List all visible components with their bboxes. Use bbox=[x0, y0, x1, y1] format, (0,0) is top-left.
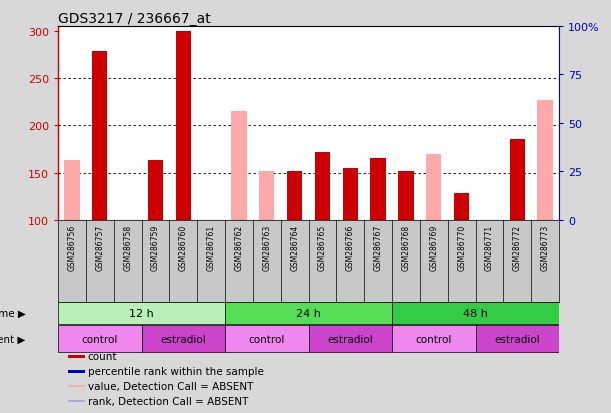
Bar bbox=[225, 302, 392, 324]
Bar bbox=[58, 302, 225, 324]
Text: GSM286765: GSM286765 bbox=[318, 225, 327, 271]
Text: estradiol: estradiol bbox=[161, 334, 206, 344]
Bar bbox=[475, 325, 559, 352]
Text: GSM286759: GSM286759 bbox=[151, 225, 160, 271]
Bar bbox=[92, 52, 108, 221]
Text: rank, Detection Call = ABSENT: rank, Detection Call = ABSENT bbox=[87, 396, 248, 406]
Text: agent ▶: agent ▶ bbox=[0, 334, 26, 344]
Bar bbox=[510, 139, 525, 221]
Bar bbox=[370, 159, 386, 221]
Text: GSM286771: GSM286771 bbox=[485, 225, 494, 271]
Text: count: count bbox=[87, 351, 117, 361]
Text: control: control bbox=[249, 334, 285, 344]
Bar bbox=[343, 169, 358, 221]
Text: GSM286760: GSM286760 bbox=[179, 225, 188, 271]
Text: GSM286764: GSM286764 bbox=[290, 225, 299, 271]
Bar bbox=[64, 161, 79, 221]
Bar bbox=[287, 171, 302, 221]
Text: GSM286757: GSM286757 bbox=[95, 225, 104, 271]
Bar bbox=[175, 31, 191, 221]
Bar bbox=[309, 325, 392, 352]
Bar bbox=[225, 325, 309, 352]
Bar bbox=[58, 325, 142, 352]
Text: control: control bbox=[82, 334, 118, 344]
Text: GSM286763: GSM286763 bbox=[262, 225, 271, 271]
Text: GSM286772: GSM286772 bbox=[513, 225, 522, 271]
Text: estradiol: estradiol bbox=[494, 334, 540, 344]
Text: GSM286762: GSM286762 bbox=[235, 225, 243, 271]
Text: GSM286768: GSM286768 bbox=[401, 225, 411, 271]
Bar bbox=[538, 100, 553, 221]
Text: time ▶: time ▶ bbox=[0, 309, 26, 318]
Text: value, Detection Call = ABSENT: value, Detection Call = ABSENT bbox=[87, 381, 253, 391]
Bar bbox=[68, 385, 84, 387]
Bar bbox=[315, 152, 330, 221]
Text: GSM286766: GSM286766 bbox=[346, 225, 355, 271]
Bar bbox=[142, 325, 225, 352]
Bar bbox=[148, 161, 163, 221]
Bar bbox=[232, 112, 247, 221]
Text: GSM286773: GSM286773 bbox=[541, 225, 550, 271]
Text: estradiol: estradiol bbox=[327, 334, 373, 344]
Text: GSM286767: GSM286767 bbox=[374, 225, 382, 271]
Bar bbox=[68, 370, 84, 373]
Text: control: control bbox=[415, 334, 452, 344]
Bar bbox=[426, 154, 442, 221]
Text: GSM286758: GSM286758 bbox=[123, 225, 132, 271]
Text: GSM286756: GSM286756 bbox=[67, 225, 76, 271]
Bar bbox=[259, 171, 274, 221]
Text: percentile rank within the sample: percentile rank within the sample bbox=[87, 366, 263, 376]
Text: GSM286770: GSM286770 bbox=[457, 225, 466, 271]
Bar bbox=[68, 400, 84, 403]
Text: 48 h: 48 h bbox=[463, 309, 488, 318]
Text: 24 h: 24 h bbox=[296, 309, 321, 318]
Bar bbox=[392, 302, 559, 324]
Text: GSM286769: GSM286769 bbox=[430, 225, 438, 271]
Text: 12 h: 12 h bbox=[129, 309, 154, 318]
Text: GSM286761: GSM286761 bbox=[207, 225, 216, 271]
Bar bbox=[68, 355, 84, 358]
Bar bbox=[454, 194, 469, 221]
Bar bbox=[398, 171, 414, 221]
Bar bbox=[392, 325, 475, 352]
Text: GDS3217 / 236667_at: GDS3217 / 236667_at bbox=[58, 12, 211, 26]
